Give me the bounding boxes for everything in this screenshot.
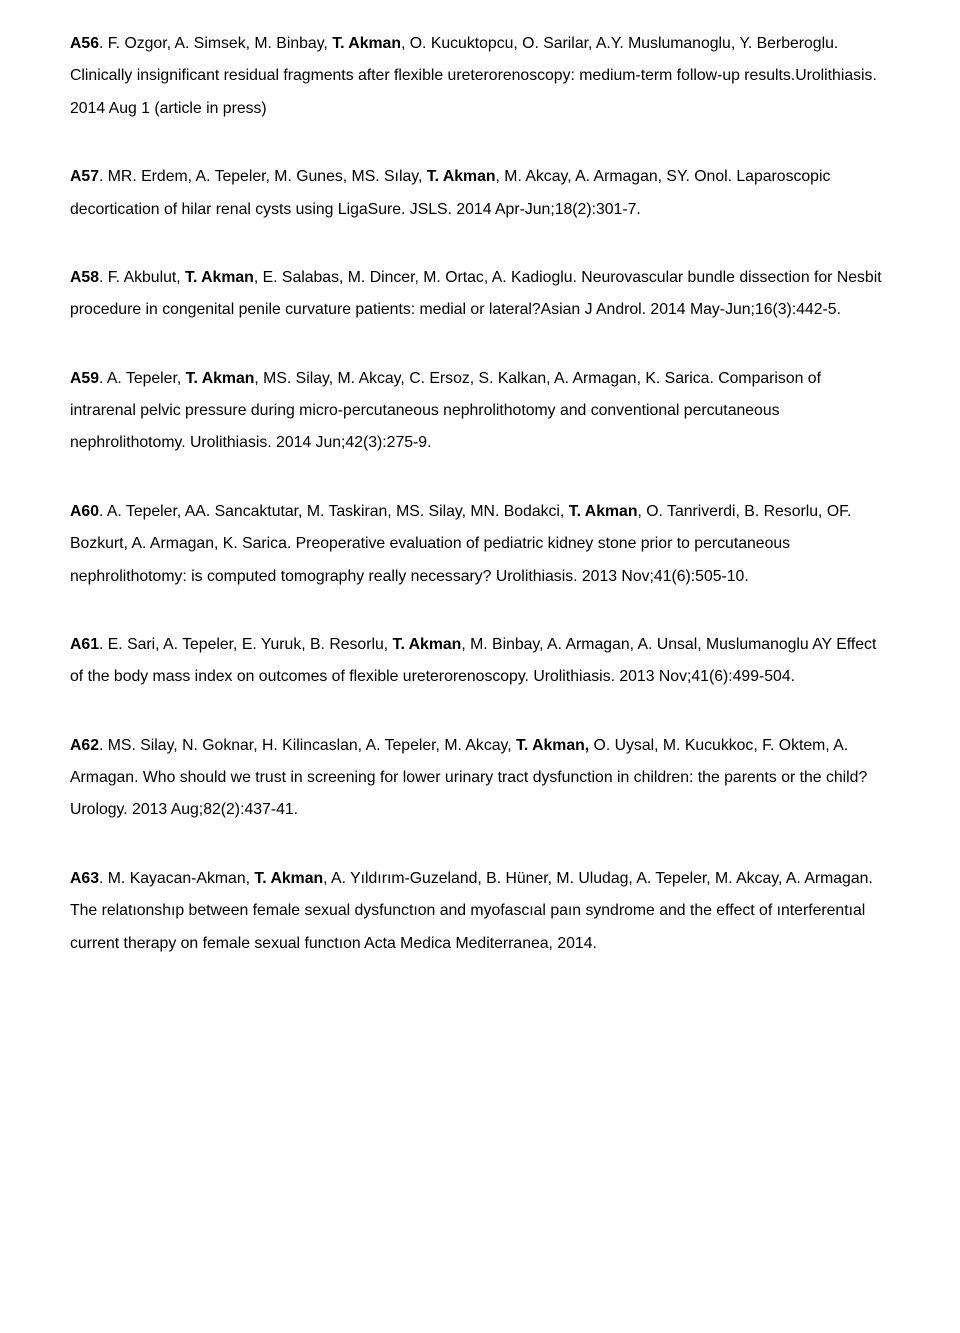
bold-text: A63 [70,870,99,887]
bold-text: A62 [70,737,99,754]
bold-text: T. Akman [186,370,255,387]
bold-text: T. Akman [254,870,323,887]
reference-text: . E. Sari, A. Tepeler, E. Yuruk, B. Reso… [99,636,393,653]
bold-text: T. Akman [569,503,638,520]
bold-text: A59 [70,370,99,387]
reference-text: . A. Tepeler, [99,370,186,387]
reference-text: . A. Tepeler, AA. Sancaktutar, M. Taskir… [99,503,569,520]
reference-entry: A56. F. Ozgor, A. Simsek, M. Binbay, T. … [70,28,890,125]
reference-entry: A63. M. Kayacan-Akman, T. Akman, A. Yıld… [70,863,890,960]
reference-entry: A62. MS. Silay, N. Goknar, H. Kilincasla… [70,730,890,827]
bold-text: A57 [70,168,99,185]
reference-text: . MR. Erdem, A. Tepeler, M. Gunes, MS. S… [99,168,427,185]
reference-entry: A58. F. Akbulut, T. Akman, E. Salabas, M… [70,262,890,327]
bold-text: T. Akman, [516,737,589,754]
reference-text: . F. Ozgor, A. Simsek, M. Binbay, [99,35,332,52]
bold-text: T. Akman [393,636,462,653]
reference-text: . M. Kayacan-Akman, [99,870,254,887]
reference-text: . F. Akbulut, [99,269,185,286]
reference-entry: A60. A. Tepeler, AA. Sancaktutar, M. Tas… [70,496,890,593]
bold-text: A61 [70,636,99,653]
reference-entry: A61. E. Sari, A. Tepeler, E. Yuruk, B. R… [70,629,890,694]
bold-text: T. Akman [185,269,254,286]
bold-text: T. Akman [332,35,401,52]
bold-text: A56 [70,35,99,52]
bold-text: A58 [70,269,99,286]
reference-entry: A57. MR. Erdem, A. Tepeler, M. Gunes, MS… [70,161,890,226]
reference-entry: A59. A. Tepeler, T. Akman, MS. Silay, M.… [70,363,890,460]
bold-text: T. Akman [427,168,496,185]
reference-text: . MS. Silay, N. Goknar, H. Kilincaslan, … [99,737,516,754]
bold-text: A60 [70,503,99,520]
